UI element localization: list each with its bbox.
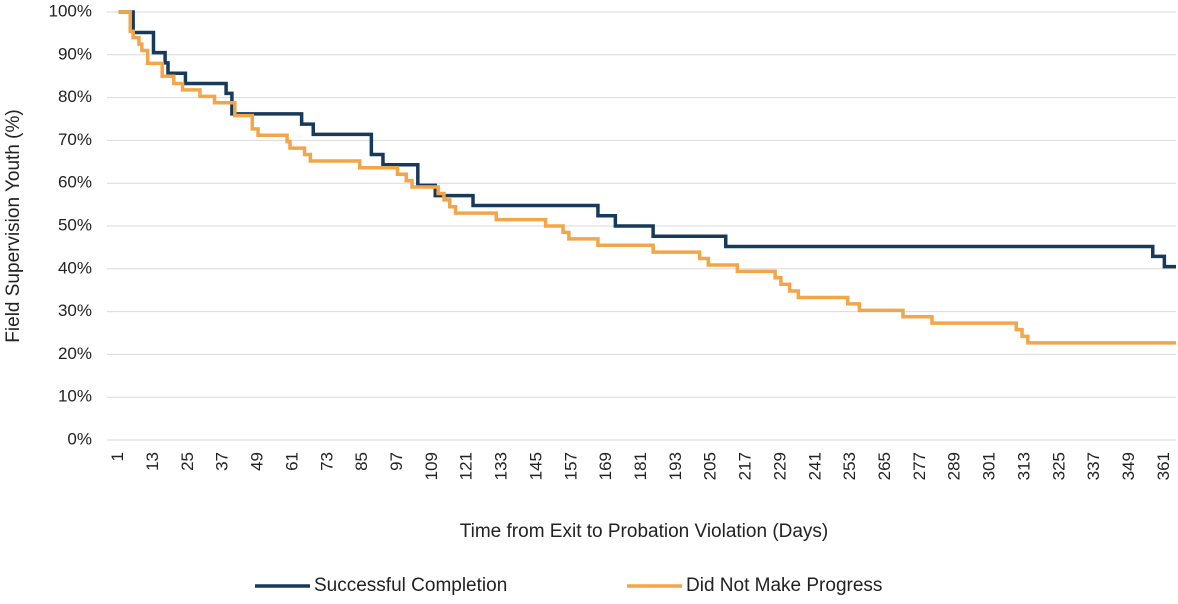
x-tick-label: 1 bbox=[108, 452, 127, 461]
y-tick-label: 40% bbox=[58, 258, 92, 277]
x-tick-label: 337 bbox=[1084, 452, 1103, 480]
x-tick-label: 109 bbox=[422, 452, 441, 480]
x-tick-label: 61 bbox=[282, 452, 301, 471]
y-tick-label: 0% bbox=[67, 429, 92, 448]
y-tick-label: 20% bbox=[58, 344, 92, 363]
x-tick-label: 265 bbox=[875, 452, 894, 480]
x-tick-label: 289 bbox=[945, 452, 964, 480]
y-axis-title: Field Supervision Youth (%) bbox=[3, 109, 24, 342]
y-tick-label: 60% bbox=[58, 173, 92, 192]
y-tick-label: 90% bbox=[58, 44, 92, 63]
x-tick-label: 121 bbox=[457, 452, 476, 480]
x-tick-label: 85 bbox=[352, 452, 371, 471]
x-tick-label: 205 bbox=[701, 452, 720, 480]
legend-label: Successful Completion bbox=[314, 575, 507, 596]
x-tick-label: 133 bbox=[492, 452, 511, 480]
y-tick-label: 30% bbox=[58, 301, 92, 320]
legend-label: Did Not Make Progress bbox=[686, 575, 882, 596]
series-line bbox=[118, 10, 1176, 269]
x-tick-label: 301 bbox=[980, 452, 999, 480]
x-tick-label: 145 bbox=[526, 452, 545, 480]
x-tick-label: 313 bbox=[1014, 452, 1033, 480]
x-tick-label: 73 bbox=[317, 452, 336, 471]
x-axis-title: Time from Exit to Probation Violation (D… bbox=[460, 521, 829, 542]
y-tick-label: 80% bbox=[58, 87, 92, 106]
x-tick-label: 169 bbox=[596, 452, 615, 480]
x-tick-label: 217 bbox=[736, 452, 755, 480]
y-tick-label: 100% bbox=[49, 1, 92, 20]
x-tick-label: 37 bbox=[213, 452, 232, 471]
y-tick-label: 50% bbox=[58, 215, 92, 234]
x-tick-label: 157 bbox=[561, 452, 580, 480]
series-line bbox=[118, 10, 1176, 345]
x-tick-label: 253 bbox=[840, 452, 859, 480]
x-tick-label: 49 bbox=[248, 452, 267, 471]
x-tick-label: 325 bbox=[1049, 452, 1068, 480]
x-tick-label: 193 bbox=[666, 452, 685, 480]
x-tick-label: 361 bbox=[1154, 452, 1173, 480]
x-tick-label: 349 bbox=[1119, 452, 1138, 480]
x-tick-label: 25 bbox=[178, 452, 197, 471]
y-tick-label: 10% bbox=[58, 387, 92, 406]
x-tick-label: 229 bbox=[770, 452, 789, 480]
x-tick-label: 241 bbox=[805, 452, 824, 480]
x-tick-label: 277 bbox=[910, 452, 929, 480]
x-tick-label: 97 bbox=[387, 452, 406, 471]
x-tick-label: 13 bbox=[143, 452, 162, 471]
y-tick-label: 70% bbox=[58, 130, 92, 149]
x-tick-label: 181 bbox=[631, 452, 650, 480]
